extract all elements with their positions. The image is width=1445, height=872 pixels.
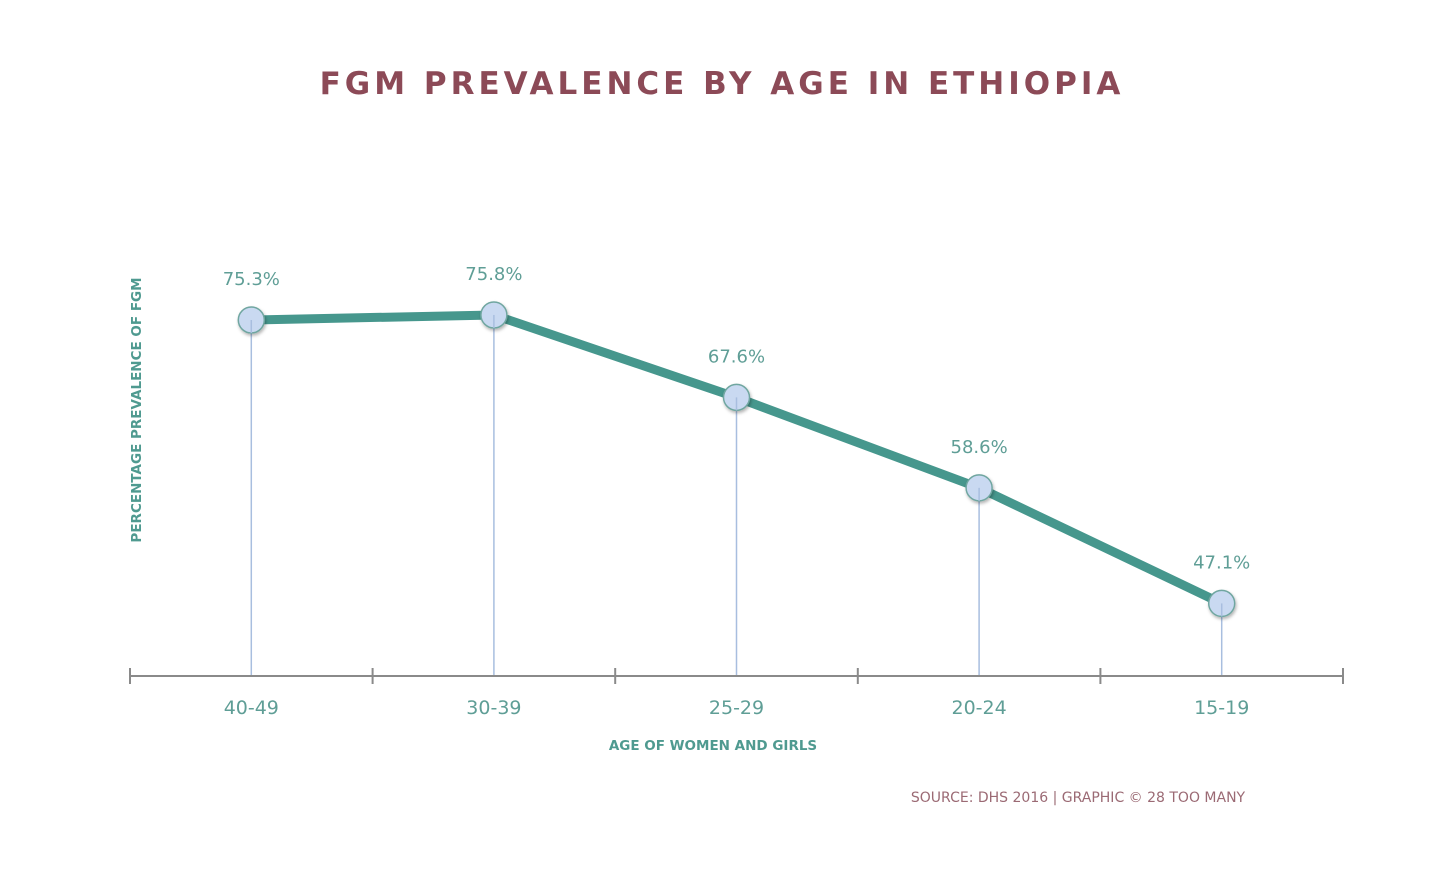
y-axis-label: PERCENTAGE PREVALENCE OF FGM bbox=[129, 277, 145, 542]
chart-title: FGM PREVALENCE BY AGE IN ETHIOPIA bbox=[320, 66, 1125, 102]
data-label: 67.6% bbox=[708, 346, 765, 367]
x-axis-label: AGE OF WOMEN AND GIRLS bbox=[609, 738, 817, 754]
x-tick-label: 15-19 bbox=[1194, 697, 1249, 719]
x-tick-label: 20-24 bbox=[951, 697, 1006, 719]
value-labels: 75.3% 75.8% 67.6% 58.6% 47.1% bbox=[223, 264, 1251, 573]
source-note: SOURCE: DHS 2016 | GRAPHIC © 28 TOO MANY bbox=[911, 790, 1246, 806]
data-label: 58.6% bbox=[951, 437, 1008, 458]
x-tick-label: 40-49 bbox=[224, 697, 279, 719]
x-axis-ticks bbox=[129, 668, 1344, 684]
drop-lines bbox=[250, 314, 1223, 676]
data-label: 75.3% bbox=[223, 269, 280, 290]
data-label: 75.8% bbox=[465, 264, 522, 285]
markers bbox=[237, 301, 1236, 618]
x-tick-labels: 40-49 30-39 25-29 20-24 15-19 bbox=[224, 697, 1250, 719]
data-label: 47.1% bbox=[1193, 552, 1250, 573]
x-tick-label: 25-29 bbox=[709, 697, 764, 719]
x-tick-label: 30-39 bbox=[466, 697, 521, 719]
